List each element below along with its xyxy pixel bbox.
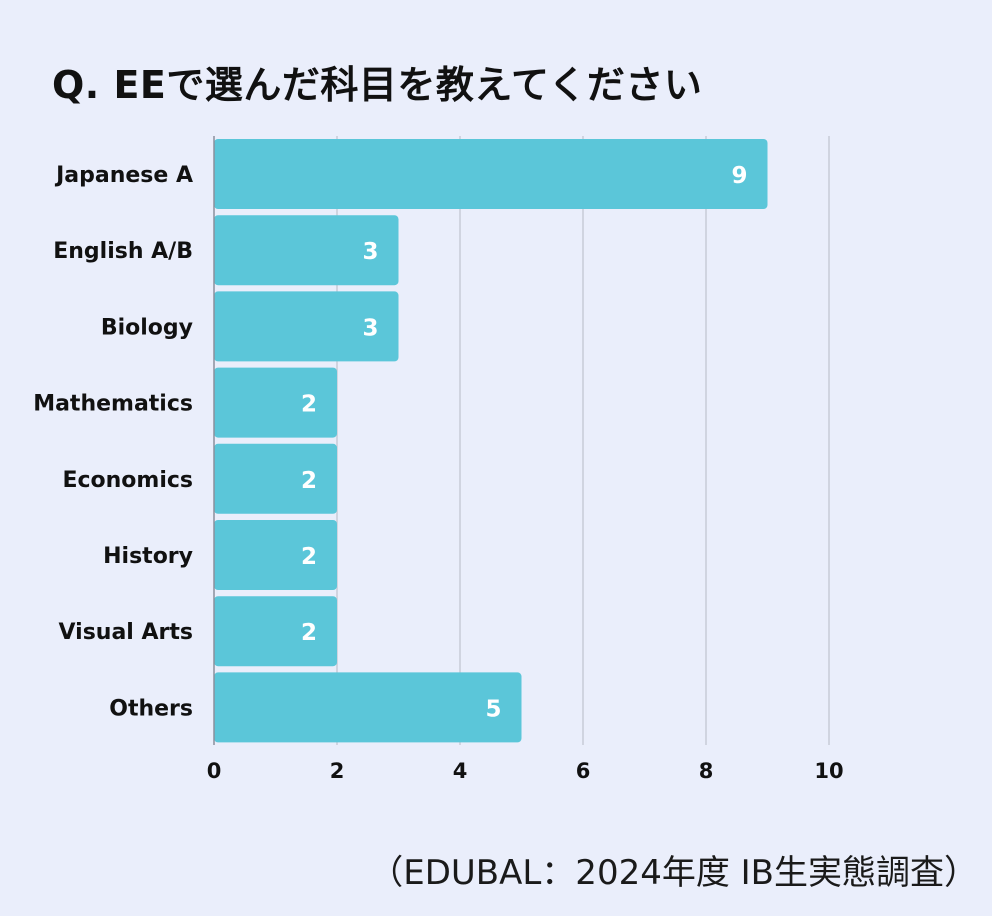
x-tick-label: 6 (576, 759, 591, 783)
x-tick-label: 2 (330, 759, 345, 783)
value-label: 5 (485, 696, 501, 722)
value-label: 2 (301, 620, 317, 646)
bar (214, 367, 337, 438)
value-label: 9 (731, 163, 747, 189)
category-label: Japanese A (54, 163, 193, 188)
value-labels: 9 3 3 2 2 2 2 5 (301, 163, 748, 722)
bar (214, 291, 399, 362)
x-tick-label: 8 (699, 759, 714, 783)
value-label: 2 (301, 544, 317, 570)
x-tick-labels: 0 2 4 6 8 10 (207, 759, 844, 783)
category-label: Visual Arts (59, 620, 193, 645)
value-label: 3 (362, 239, 378, 265)
bars (214, 139, 768, 743)
category-label: History (103, 544, 193, 569)
category-label: Economics (62, 468, 193, 493)
chart-title: Q. EEで選んだ科目を教えてください (52, 63, 703, 107)
value-label: 2 (301, 468, 317, 494)
bar (214, 443, 337, 514)
source-note: （EDUBAL：2024年度 IB生実態調査） (369, 853, 978, 893)
category-label: Others (109, 696, 193, 721)
category-label: English A/B (53, 239, 193, 264)
grid-lines (336, 136, 830, 745)
bar (214, 139, 768, 209)
value-label: 2 (301, 392, 317, 418)
category-labels: Japanese A English A/B Biology Mathematics E… (33, 163, 193, 721)
x-tick-label: 4 (453, 759, 468, 783)
bar (214, 596, 337, 667)
category-label: Biology (101, 315, 193, 340)
category-label: Mathematics (33, 392, 193, 417)
bar (214, 520, 337, 590)
bar (214, 672, 522, 743)
x-tick-label: 10 (814, 759, 843, 783)
bar (214, 215, 399, 286)
x-tick-label: 0 (207, 759, 222, 783)
value-label: 3 (362, 315, 378, 341)
